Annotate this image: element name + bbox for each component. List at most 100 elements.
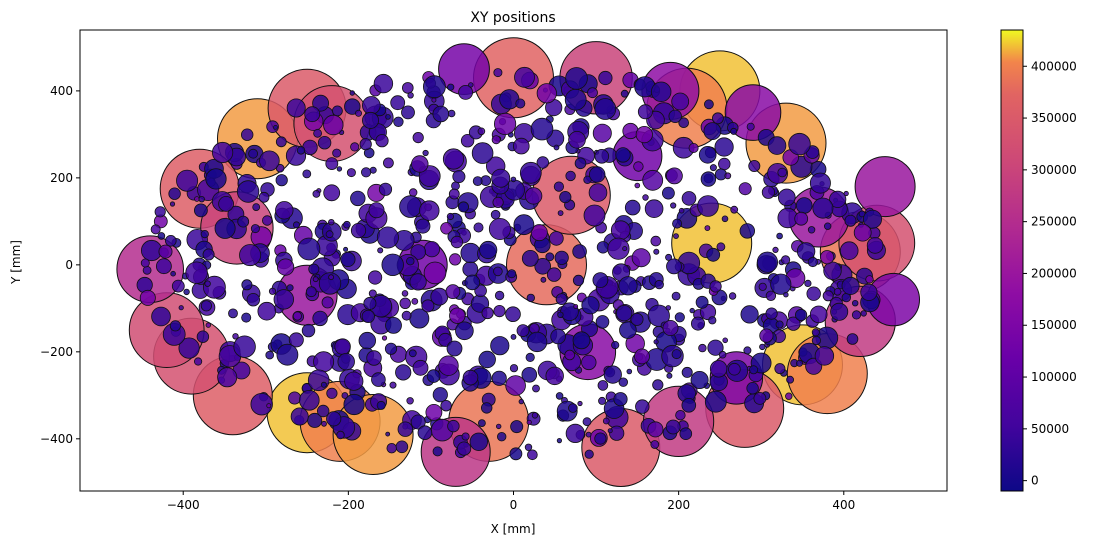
background-point [637,104,653,120]
background-point [709,164,717,172]
background-point [317,404,330,418]
background-point [767,136,787,155]
background-point [494,290,505,301]
background-point [395,440,409,454]
data-point [854,156,916,218]
background-point [846,333,859,345]
background-point [331,105,343,117]
background-point [553,181,565,192]
background-point [505,306,521,323]
background-point [200,300,212,312]
background-point [592,272,609,289]
background-point [415,218,431,234]
background-point [491,135,501,145]
background-point [358,331,377,350]
background-point [554,250,569,265]
background-point [321,420,327,427]
background-point [581,354,597,371]
background-point [212,141,234,164]
background-point [839,241,859,261]
background-point [851,310,862,320]
background-point [198,195,205,203]
background-point [786,375,794,384]
background-point [785,392,793,400]
background-point [706,247,721,262]
background-point [758,282,767,291]
background-point [288,391,302,405]
background-point [665,419,681,435]
background-point [389,381,397,389]
colorbar-tick-label: 400000 [1031,59,1077,73]
background-point [666,258,682,275]
background-point [749,365,759,375]
background-point [169,320,181,332]
y-tick-label: 0 [65,258,73,272]
background-point [730,127,738,135]
background-point [510,176,517,183]
background-point [738,182,752,196]
background-point [786,316,801,331]
background-point [513,214,535,236]
background-point [615,147,631,163]
background-point [312,189,321,198]
background-point [301,323,316,338]
background-point [681,366,693,378]
background-point [265,350,275,360]
background-point [292,311,302,321]
background-point [770,273,792,295]
background-point [824,222,832,230]
background-point [452,170,466,184]
background-point [438,355,459,376]
background-point [759,343,766,351]
background-point [718,350,727,359]
background-point [341,392,349,399]
background-point [833,287,842,296]
background-point [323,114,344,136]
background-point [666,372,673,379]
background-point [332,148,342,158]
background-point [761,185,776,199]
x-tick-label: −200 [332,498,365,512]
background-point [776,232,783,240]
background-point [346,168,356,178]
background-point [746,122,755,131]
background-point [371,372,386,387]
background-point [407,92,414,99]
background-point [442,148,465,170]
background-point [633,161,644,172]
background-point [217,367,238,388]
background-point [325,230,334,239]
background-point [589,166,606,183]
background-point [155,258,172,275]
background-point [381,253,404,276]
background-point [406,257,415,266]
background-point [564,88,587,111]
background-point [241,312,252,323]
background-point [492,196,504,208]
background-point [326,387,338,399]
background-point [811,335,822,346]
background-point [515,98,526,109]
background-point [807,256,818,268]
background-point [679,427,693,441]
background-point [603,365,622,384]
background-point [450,235,464,249]
background-point [577,400,583,407]
background-point [585,431,592,438]
background-point [490,336,510,356]
background-point [794,211,809,226]
background-point [716,242,726,252]
background-point [844,214,857,227]
background-point [708,316,717,325]
background-point [354,109,362,117]
background-point [582,417,592,427]
background-point [695,295,709,309]
background-point [730,205,739,214]
background-point [596,241,610,254]
background-point [340,251,356,267]
background-point [618,276,638,296]
chart-title: XY positions [470,10,555,26]
background-point [532,384,540,393]
background-point [461,432,470,441]
background-point [653,339,659,345]
